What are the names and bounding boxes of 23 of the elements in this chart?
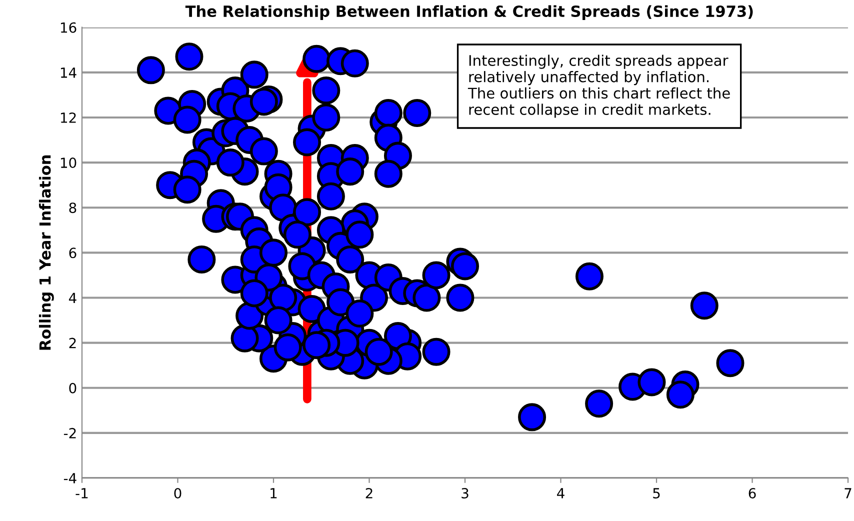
annotation: Interestingly, credit spreads appear relatively unaffected by inflation. The outliers on this chart reflect the recent collapse in credit markets.: [468, 54, 730, 118]
x-tick-label: 7: [844, 488, 852, 498]
x-tick-label: 2: [366, 488, 372, 498]
x-tick-label: 5: [653, 488, 660, 498]
y-tick-label: -2: [64, 428, 76, 438]
y-tick-label: 16: [60, 22, 76, 33]
x-tick-label: 4: [557, 488, 564, 498]
x-tick-label: 0: [174, 488, 182, 498]
y-tick-label: -4: [64, 473, 76, 484]
y-tick-label: 6: [69, 248, 76, 258]
y-tick-label: 10: [60, 158, 76, 168]
y-tick-label: 0: [69, 382, 76, 394]
chart-title: The Relationship Between Inflation & Credit Spreads (Since 1973): [185, 5, 753, 20]
x-tick-label: 1: [270, 488, 277, 498]
y-tick-label: 14: [60, 68, 76, 78]
y-tick-label: 4: [68, 292, 76, 304]
y-axis-title: Rolling 1 Year Inflation: [38, 155, 54, 350]
y-tick-label: 12: [60, 112, 76, 123]
y-tick-label: 2: [69, 338, 76, 348]
x-tick-label: 3: [462, 488, 468, 498]
x-tick-label: 6: [748, 488, 756, 498]
y-tick-label: 8: [69, 202, 76, 214]
x-tick-label: -1: [76, 488, 88, 498]
